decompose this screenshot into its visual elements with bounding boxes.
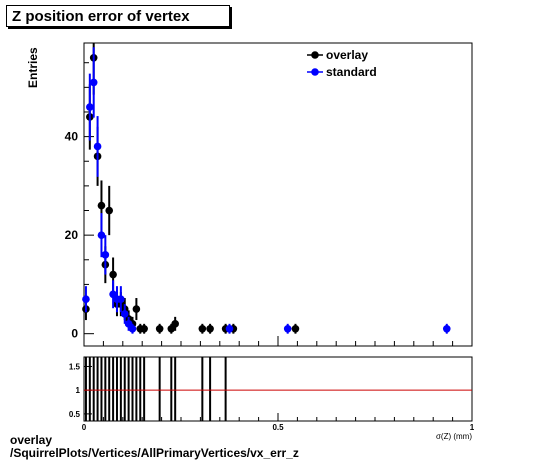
y-tick-label: 40	[65, 130, 79, 144]
data-point-overlay	[109, 270, 117, 279]
main-marks	[82, 43, 451, 334]
data-point-standard	[97, 231, 106, 239]
data-point-standard	[225, 324, 234, 333]
legend: overlay standard	[307, 48, 377, 79]
data-point-standard	[82, 295, 90, 303]
y-tick-label: 0	[71, 327, 78, 341]
main-axes: 0 20 40	[65, 62, 473, 346]
legend-label-overlay: overlay	[326, 48, 368, 62]
data-point-overlay	[105, 206, 114, 215]
legend-label-standard: standard	[326, 65, 377, 79]
data-point-standard	[101, 251, 110, 259]
data-point-standard	[117, 295, 125, 303]
data-point-overlay	[206, 324, 214, 333]
data-point-overlay	[198, 324, 207, 333]
ratio-y-tick-label: 1	[76, 386, 81, 395]
data-point-standard	[283, 324, 292, 333]
data-point-overlay	[291, 324, 300, 333]
y-tick-label: 20	[65, 228, 79, 242]
legend-marker-standard	[311, 68, 319, 76]
main-plot-frame	[83, 42, 473, 347]
caption-line-2: /SquirrelPlots/Vertices/AllPrimaryVertic…	[10, 446, 299, 460]
ratio-x-tick-label: 0	[82, 423, 87, 432]
data-point-standard	[93, 142, 102, 151]
ratio-plot-frame	[83, 356, 473, 422]
ratio-y-tick-label: 0.5	[69, 410, 81, 419]
data-point-standard	[442, 324, 451, 333]
x-axis-label: σ(Z) (mm)	[436, 432, 472, 441]
data-point-standard	[120, 310, 129, 318]
ratio-y-tick-label: 1.5	[69, 362, 81, 371]
ratio-marks	[84, 357, 472, 421]
data-point-overlay	[171, 320, 179, 328]
data-point-overlay	[97, 201, 106, 210]
data-point-standard	[89, 78, 98, 87]
chart-title: Z position error of vertex	[6, 5, 230, 27]
ratio-axes: 0.511.50 0.5 1σ(Z) (mm)	[69, 362, 475, 441]
data-point-overlay	[132, 305, 141, 313]
data-point-standard	[86, 103, 94, 111]
data-point-standard	[128, 324, 137, 333]
data-point-overlay	[140, 324, 148, 333]
ratio-x-tick-label: 0.5	[272, 423, 284, 432]
caption-line-1: overlay	[10, 433, 53, 447]
data-point-overlay	[155, 324, 164, 333]
y-axis-label: Entries	[26, 47, 40, 88]
ratio-x-tick-label: 1	[470, 423, 475, 432]
legend-marker-overlay	[311, 51, 319, 59]
